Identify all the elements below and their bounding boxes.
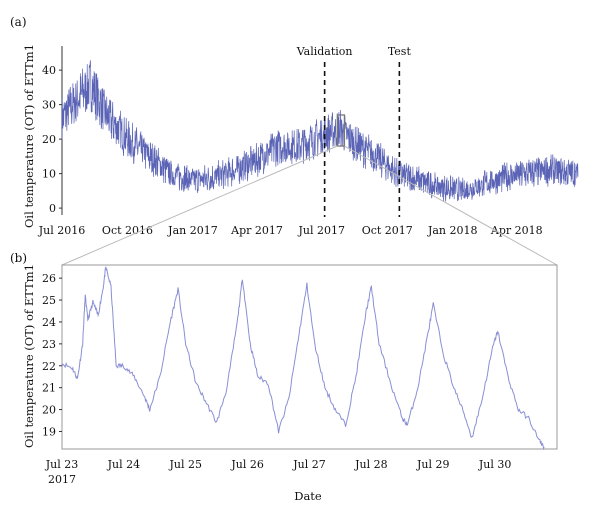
panel-b-y-tick-label: 24 [42,316,56,329]
x-axis-label: Date [294,489,322,503]
panel-a-x-tick-label: Apr 2017 [230,224,283,237]
panel-a-x-tick-label: Jan 2017 [167,224,218,237]
panel-a-y-tick-label: 40 [42,64,56,77]
panel-b-x-tick-label: Jul 28 [354,458,388,471]
panel-b-y-tick-label: 21 [42,382,56,395]
panel-a-y-tick-label: 30 [42,99,56,112]
panel-a-y-tick-label: 20 [42,133,56,146]
panel-b-y-tick-label: 22 [42,360,56,373]
panel-a-label: (a) [10,15,27,29]
panel-a-x-tick-label: Apr 2018 [490,224,543,237]
panel-b-x-tick-label: Jul 27 [292,458,326,471]
panel-b-series [61,266,545,451]
panel-b-label: (b) [10,251,27,265]
panel-a-y-tick-label: 10 [42,168,56,181]
panel-a-annotations: Validation Test [296,45,412,217]
panel-a-x-tick-label: Oct 2017 [362,224,413,237]
panel-b-y-tick-label: 26 [42,272,56,285]
annotation-label: Test [388,45,412,58]
panel-b-x-tick-label: Jul 23 [45,458,79,471]
connector-right [344,145,558,266]
panel-b-x-tick-label: Jul 26 [230,458,264,471]
panel-a-series-line [61,60,579,202]
panel-b-y-tick-label: 23 [42,338,56,351]
connector-left [61,145,338,266]
panel-b-x-tick-label: Jul 25 [168,458,202,471]
panel-a-y-ticks: 0 10 20 30 40 [42,64,62,215]
panel-a-y-tick-label: 0 [49,202,56,215]
panel-a-x-tick-label: Jul 2016 [38,224,86,237]
panel-a: (a) Oil temperature (OT) of ETTm1 0 10 20 3… [10,15,579,237]
panel-a-x-ticks: Jul 2016 Oct 2016 Jan 2017 Apr 2017 Jul 2017… [38,224,543,237]
panel-b-y-tick-label: 20 [42,404,56,417]
zoom-connectors [61,145,558,266]
panel-b-y-tick-label: 25 [42,294,56,307]
panel-b-series-line [61,266,545,451]
panel-b-x-ticks: Jul 23 2017 Jul 24 Jul 25 Jul 26 Jul 27 Jul 28… [45,458,512,486]
panel-a-x-tick-label: Jul 2017 [298,224,346,237]
annotation-label: Validation [296,45,353,58]
panel-b-frame [61,264,558,450]
panel-a-x-tick-label: Oct 2016 [102,224,153,237]
panel-b-x-tick-label: Jul 30 [478,458,512,471]
panel-a-series [61,60,579,202]
panel-b-y-tick-label: 19 [42,425,56,438]
panel-b-x-tick-label: Jul 24 [107,458,141,471]
zoom-window-box [336,114,346,147]
panel-b-x-tick-label: Jul 29 [416,458,450,471]
panel-a-ylabel: Oil temperature (OT) of ETTm1 [22,44,36,228]
panel-b-y-ticks: 19 20 21 22 23 24 25 26 [42,272,62,438]
panel-b-x-tick-sublabel: 2017 [48,473,76,486]
panel-b-ylabel: Oil temperature (OT) of ETTm1 [22,264,36,448]
panel-b: (b) Oil temperature (OT) of ETTm1 19 20 21… [10,251,558,486]
panel-a-x-tick-label: Jan 2018 [427,224,478,237]
